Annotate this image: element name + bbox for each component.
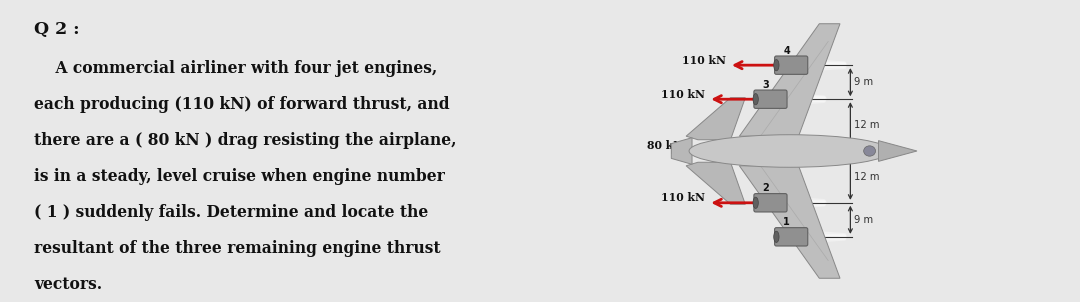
Text: 9 m: 9 m — [854, 77, 873, 87]
FancyBboxPatch shape — [754, 90, 787, 108]
FancyBboxPatch shape — [774, 56, 808, 74]
Text: 9 m: 9 m — [854, 215, 873, 225]
Polygon shape — [740, 24, 840, 136]
Text: resultant of the three remaining engine thrust: resultant of the three remaining engine … — [35, 240, 441, 257]
Text: A commercial airliner with four jet engines,: A commercial airliner with four jet engi… — [35, 60, 437, 77]
Text: vectors.: vectors. — [35, 276, 103, 293]
Text: is in a steady, level cruise when engine number: is in a steady, level cruise when engine… — [35, 168, 445, 185]
Ellipse shape — [773, 231, 779, 243]
Text: there are a ( 80 kN ) drag resisting the airplane,: there are a ( 80 kN ) drag resisting the… — [35, 132, 457, 149]
Ellipse shape — [773, 59, 779, 71]
Text: 110 kN: 110 kN — [661, 192, 705, 203]
Text: 3: 3 — [762, 80, 769, 90]
Ellipse shape — [753, 94, 758, 105]
Text: ( 1 ) suddenly fails. Determine and locate the: ( 1 ) suddenly fails. Determine and loca… — [35, 204, 429, 221]
Polygon shape — [878, 141, 917, 161]
Text: each producing (110 kN) of forward thrust, and: each producing (110 kN) of forward thrus… — [35, 96, 450, 113]
Polygon shape — [686, 98, 745, 140]
Text: 12 m: 12 m — [854, 120, 879, 130]
Text: 4: 4 — [783, 46, 791, 56]
Polygon shape — [740, 166, 840, 278]
Ellipse shape — [864, 146, 876, 156]
Text: 110 kN: 110 kN — [661, 89, 705, 100]
FancyBboxPatch shape — [754, 194, 787, 212]
Text: 1: 1 — [783, 217, 791, 227]
Polygon shape — [672, 149, 692, 153]
Text: 12 m: 12 m — [854, 172, 879, 182]
Ellipse shape — [689, 135, 890, 167]
Polygon shape — [686, 162, 745, 204]
Text: 80 kN: 80 kN — [647, 140, 684, 152]
Text: 2: 2 — [762, 183, 769, 193]
Text: 110 kN: 110 kN — [683, 55, 726, 66]
Polygon shape — [672, 138, 692, 164]
FancyBboxPatch shape — [774, 228, 808, 246]
Text: Q 2 :: Q 2 : — [35, 21, 80, 38]
Ellipse shape — [753, 197, 758, 208]
